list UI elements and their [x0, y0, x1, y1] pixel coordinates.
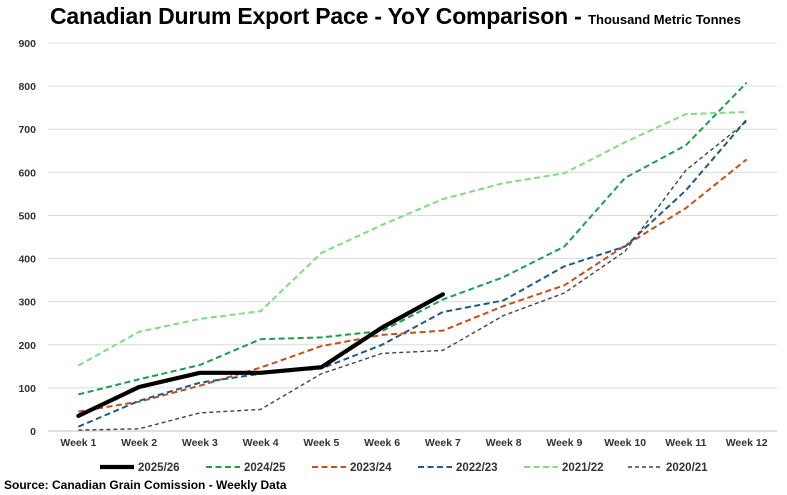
- x-tick-label: Week 3: [182, 437, 218, 449]
- x-tick-label: Week 1: [60, 437, 96, 449]
- x-tick-label: Week 10: [604, 437, 646, 449]
- y-tick-label: 400: [18, 254, 36, 266]
- x-tick-label: Week 7: [425, 437, 461, 449]
- x-tick-label: Week 6: [364, 437, 400, 449]
- series-lines: [76, 82, 748, 431]
- series-line-2024-25: [78, 82, 748, 396]
- y-axis-ticks: 0 100 200 300 400 500 600 700 800 900: [18, 38, 36, 438]
- y-tick-label: 0: [30, 426, 36, 438]
- x-axis-ticks: Week 1 Week 2 Week 3 Week 4 Week 5 Week 6 Week…: [60, 437, 767, 449]
- x-tick-label: Week 12: [726, 437, 768, 449]
- x-tick-label: Week 2: [121, 437, 157, 449]
- legend-label: 2025/26: [138, 462, 180, 474]
- source-note: Source: Canadian Grain Comission - Weekl…: [4, 478, 287, 492]
- chart-title-row: Canadian Durum Export Pace - YoY Compari…: [50, 3, 787, 33]
- series-line-2023-24: [78, 158, 748, 413]
- y-tick-label: 500: [18, 210, 36, 222]
- legend-label: 2021/22: [562, 462, 604, 474]
- x-tick-label: Week 11: [665, 437, 706, 449]
- legend-label: 2023/24: [350, 462, 392, 474]
- x-tick-label: Week 8: [486, 437, 522, 449]
- y-tick-label: 800: [18, 81, 36, 93]
- y-tick-label: 200: [18, 340, 36, 352]
- series-line-2020-21: [78, 120, 748, 431]
- chart-legend: 2025/26 2024/25 2023/24 2022/23 2021/22 2020/…: [100, 462, 708, 474]
- chart-subtitle: Thousand Metric Tonnes: [588, 12, 741, 27]
- x-tick-label: Week 9: [546, 437, 582, 449]
- y-tick-label: 100: [18, 383, 36, 395]
- y-tick-label: 600: [18, 167, 36, 179]
- y-tick-label: 900: [18, 38, 36, 50]
- x-tick-label: Week 5: [303, 437, 339, 449]
- y-tick-label: 700: [18, 124, 36, 136]
- chart-title: Canadian Durum Export Pace - YoY Compari…: [50, 3, 582, 29]
- legend-label: 2020/21: [666, 462, 708, 474]
- y-tick-label: 300: [18, 297, 36, 309]
- series-line-2021-22: [77, 111, 747, 367]
- series-line-2022-23: [78, 119, 748, 428]
- series-line-2025-26: [76, 292, 445, 418]
- legend-label: 2024/25: [244, 462, 286, 474]
- chart-gridlines: [48, 42, 777, 432]
- x-tick-label: Week 4: [243, 437, 279, 449]
- legend-label: 2022/23: [456, 462, 498, 474]
